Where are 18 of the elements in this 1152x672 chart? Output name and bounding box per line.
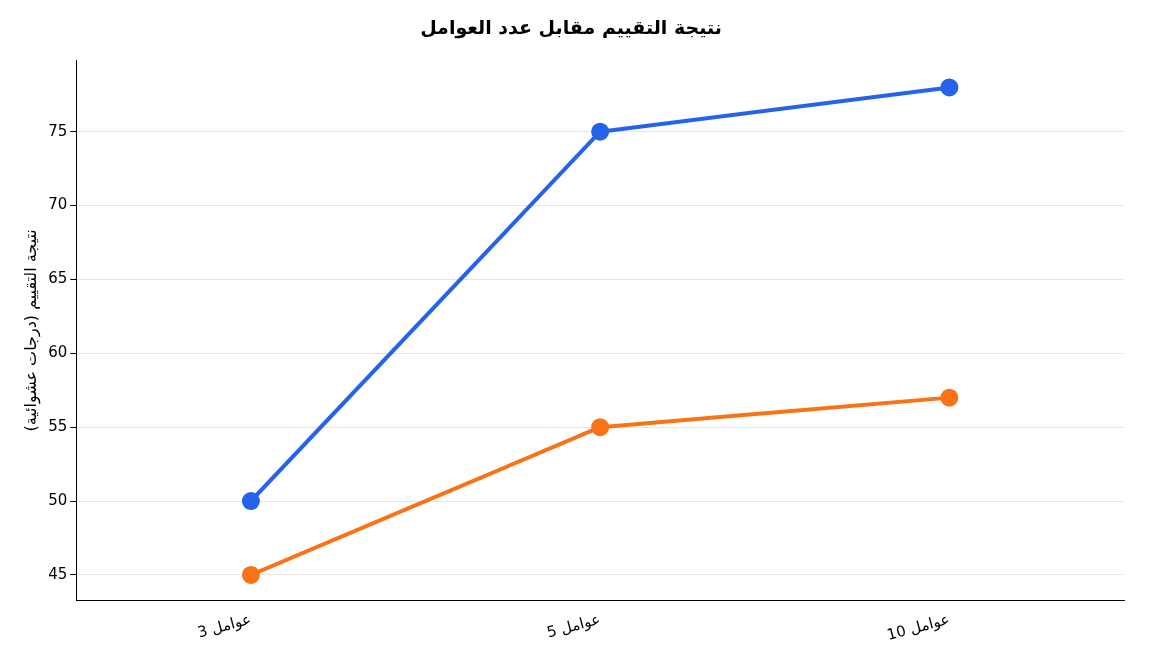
y-tick-label: 75 [48,121,68,140]
y-axis-title: نتيجة التقييم (درجات عشوائية) [20,229,41,432]
y-tick-label: 70 [48,195,68,214]
point [241,565,260,584]
point [940,78,959,97]
point [591,122,610,141]
y-tick-label: 50 [48,490,68,509]
x-tick-label: 3 عوامل [195,609,253,642]
x-tick-label: 10 عوامل [884,609,952,644]
point [940,388,959,407]
y-tick-label: 65 [48,269,68,288]
y-tick-label: 45 [48,564,68,583]
y-tick-label: 55 [48,417,68,436]
x-tick-label: 5 عوامل [544,609,603,642]
point [591,418,610,437]
y-tick-label: 60 [48,343,68,362]
point [241,492,260,511]
chart-title: نتيجة التقييم مقابل عدد العوامل [420,16,722,40]
